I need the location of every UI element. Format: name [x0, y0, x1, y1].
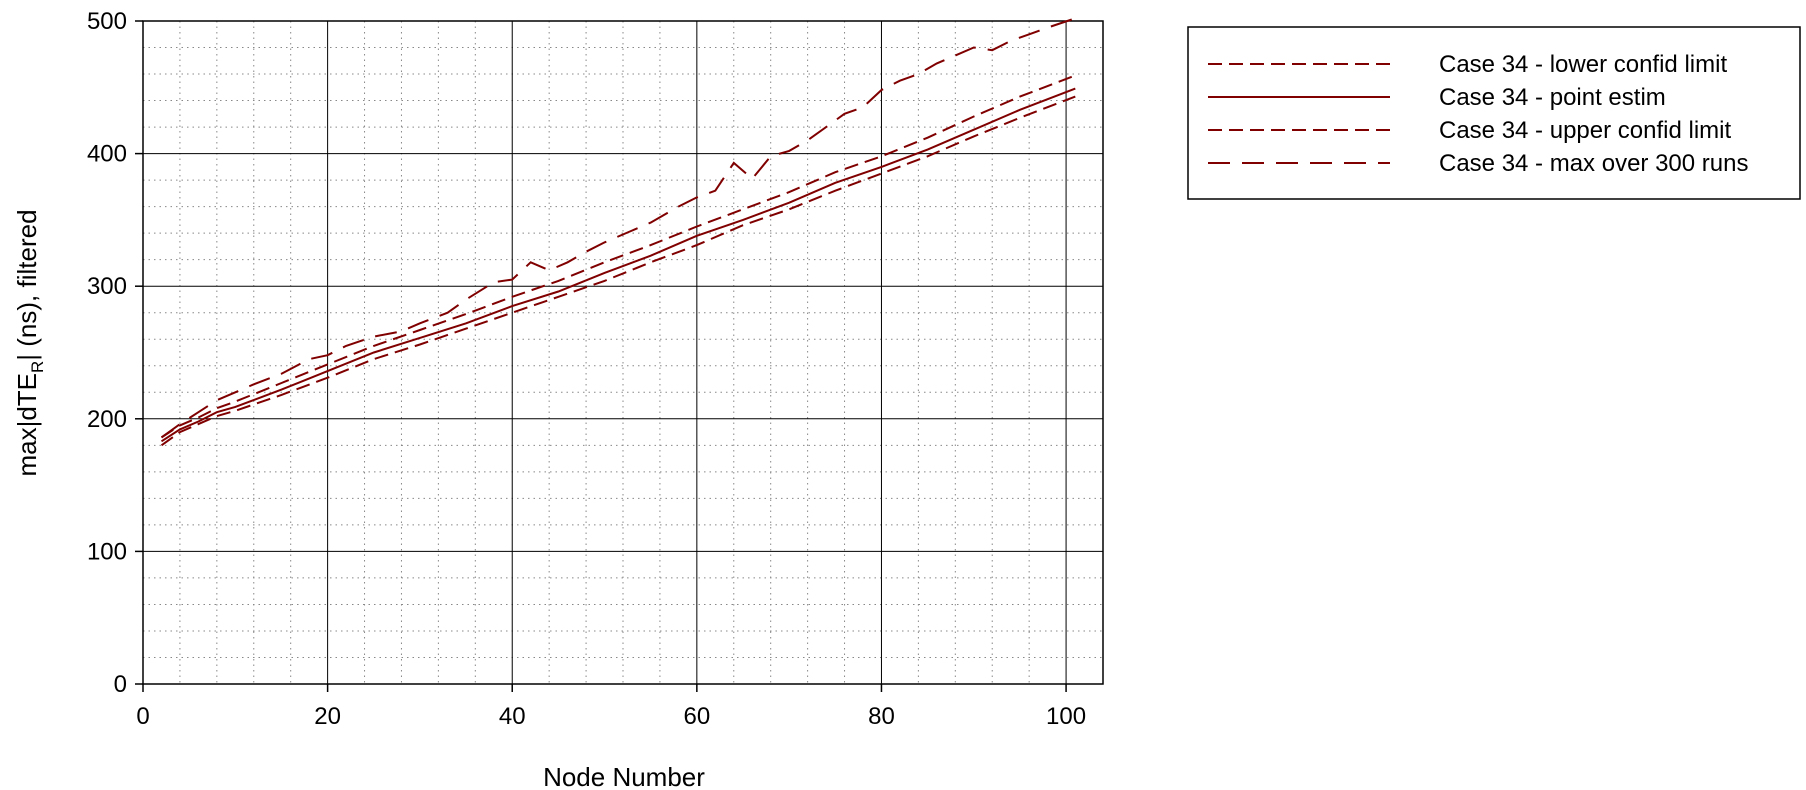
legend-items: Case 34 - lower confid limit Case 34 - po…	[1208, 51, 1748, 177]
y-axis-label: max|dTER| (ns), filtered	[12, 209, 47, 476]
y-tick-label: 400	[87, 141, 127, 168]
minor-grid	[143, 21, 1104, 684]
legend-box	[1187, 26, 1801, 200]
legend-label-1: Case 34 - lower confid limit	[1439, 51, 1727, 78]
y-tick-label: 100	[87, 538, 127, 565]
x-tick-label: 60	[683, 703, 710, 730]
x-tick-label: 0	[136, 703, 149, 730]
x-tick-label: 100	[1046, 703, 1086, 730]
y-axis-label-main: max|dTE	[12, 373, 42, 477]
y-axis-label-subscript: R	[28, 361, 47, 373]
series-line-1	[160, 95, 1076, 447]
series-layer	[160, 17, 1076, 447]
y-axis-ticks: 0 100 200 300 400 500	[87, 8, 143, 698]
plot-frame	[142, 20, 1104, 685]
legend-label-2: Case 34 - point estim	[1439, 84, 1666, 111]
x-axis-ticks: 0 20 40 60 80 100	[136, 684, 1086, 730]
x-tick-label: 20	[314, 703, 341, 730]
x-tick-label: 80	[868, 703, 895, 730]
series-line-2	[160, 87, 1076, 443]
y-tick-label: 200	[87, 406, 127, 433]
x-tick-label: 40	[499, 703, 526, 730]
y-tick-label: 0	[114, 671, 127, 698]
series-line-3	[160, 74, 1076, 439]
x-axis-label: Node Number	[543, 762, 705, 790]
legend-label-4: Case 34 - max over 300 runs	[1439, 150, 1748, 177]
y-tick-label: 300	[87, 273, 127, 300]
legend: Case 34 - lower confid limit Case 34 - po…	[1187, 26, 1801, 200]
y-tick-label: 500	[87, 8, 127, 35]
series-line-4	[160, 17, 1076, 439]
legend-label-3: Case 34 - upper confid limit	[1439, 117, 1731, 144]
y-axis-label-tail: | (ns), filtered	[12, 209, 42, 360]
